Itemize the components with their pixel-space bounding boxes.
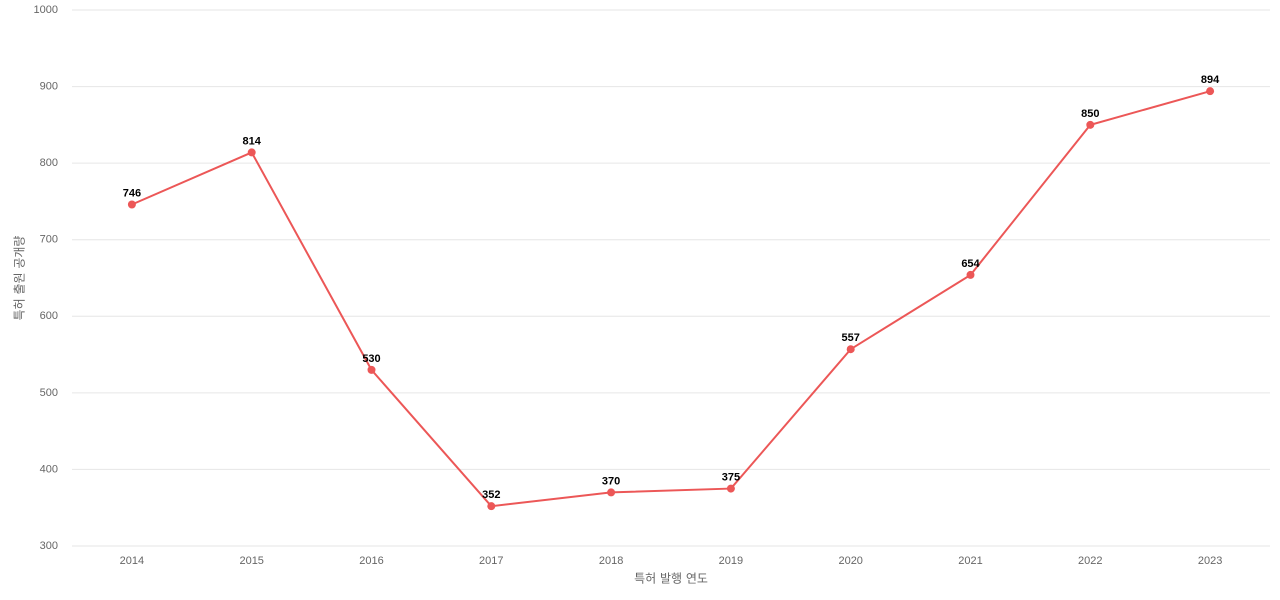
value-label: 375: [722, 471, 740, 483]
point: [966, 270, 975, 279]
value-label: 557: [842, 332, 860, 344]
value-label: 530: [362, 353, 380, 365]
y-tick-label: 900: [40, 80, 58, 92]
x-tick-label: 2017: [479, 555, 503, 567]
point: [247, 148, 256, 157]
x-tick-label: 2018: [599, 555, 623, 567]
x-tick-label: 2021: [958, 555, 982, 567]
x-tick-label: 2019: [719, 555, 743, 567]
value-label: 352: [482, 489, 500, 501]
line: [131, 90, 1211, 508]
point: [607, 488, 616, 497]
point: [127, 200, 136, 209]
value-label: 850: [1081, 108, 1099, 120]
x-tick-label: 2016: [359, 555, 383, 567]
x-axis-title: 특허 발행 연도: [634, 571, 708, 586]
point: [367, 365, 376, 374]
value-label: 746: [123, 187, 141, 199]
value-label: 814: [243, 135, 262, 147]
x-tick-label: 2022: [1078, 555, 1102, 567]
x-tick-label: 2015: [239, 555, 263, 567]
y-tick-label: 1000: [34, 4, 58, 16]
point: [1206, 87, 1215, 96]
y-tick-label: 600: [40, 310, 58, 322]
y-tick-label: 800: [40, 157, 58, 169]
y-tick-label: 400: [40, 463, 58, 475]
x-tick-label: 2014: [120, 555, 144, 567]
x-tick-label: 2020: [838, 555, 862, 567]
y-tick-label: 700: [40, 234, 58, 246]
value-label: 654: [961, 258, 980, 270]
y-axis-title: 특허 출원 공개량: [13, 236, 27, 321]
point: [1086, 120, 1095, 129]
point: [846, 345, 855, 354]
point: [726, 484, 735, 493]
value-label: 370: [602, 475, 620, 487]
value-label: 894: [1201, 74, 1220, 86]
y-tick-label: 300: [40, 540, 58, 552]
y-tick-label: 500: [40, 387, 58, 399]
point: [487, 502, 496, 511]
x-tick-label: 2023: [1198, 555, 1222, 567]
